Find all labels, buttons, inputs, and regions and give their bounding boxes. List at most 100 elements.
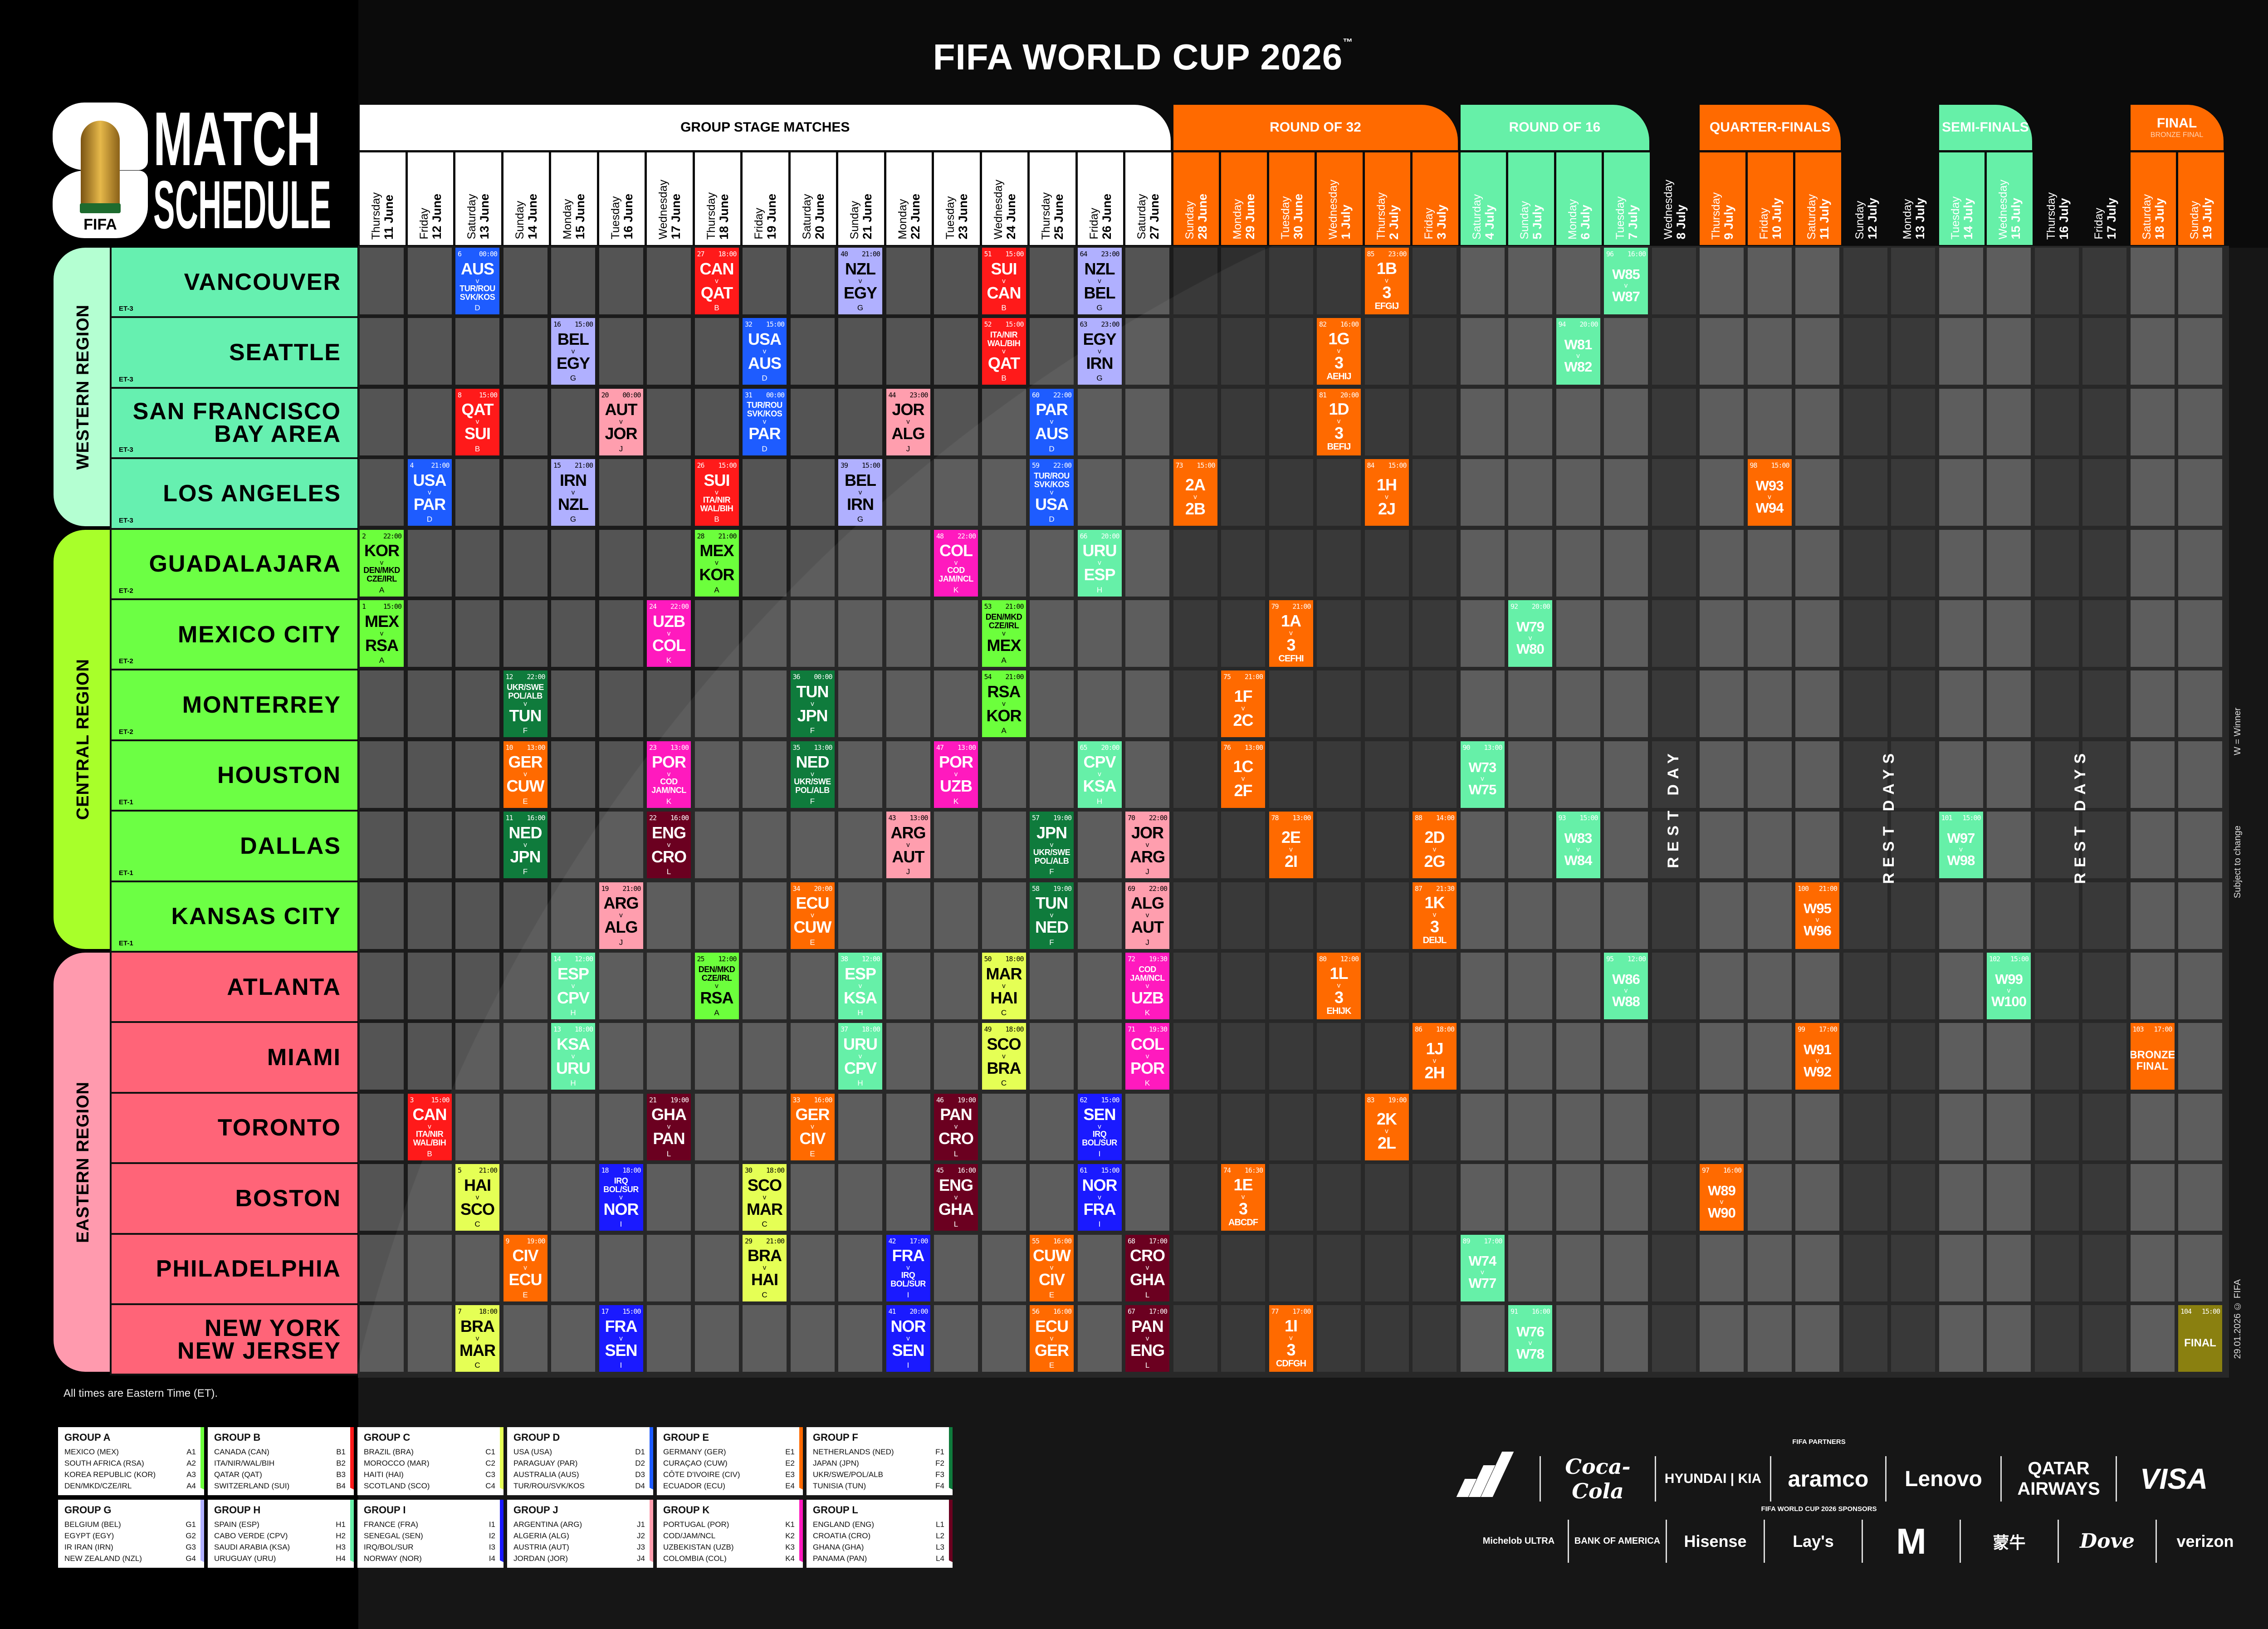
match-card[interactable]: 69 22:00 ALG v AUT J	[1125, 882, 1169, 949]
match-card[interactable]: 1 15:00 MEX v RSA A	[360, 600, 404, 667]
match-card[interactable]: 49 18:00 SCO v BRA C	[982, 1023, 1026, 1090]
match-card[interactable]: 85 23:00 1B v 3 EFGIJ	[1364, 248, 1409, 314]
match-card[interactable]: 20 00:00 AUT v JOR J	[599, 388, 643, 455]
match-card[interactable]: 97 16:00 W89 v W90	[1700, 1164, 1744, 1231]
match-card[interactable]: 38 12:00 ESP v KSA H	[838, 953, 882, 1019]
match-card[interactable]: 61 15:00 NOR v FRA I	[1077, 1164, 1122, 1231]
match-card[interactable]: 101 15:00 W97 v W98	[1939, 812, 1983, 879]
match-card[interactable]: 88 14:00 2D v 2G	[1413, 812, 1457, 879]
match-card[interactable]: 77 17:00 1I v 3 CDFGH	[1269, 1305, 1313, 1372]
match-card[interactable]: 11 16:00 NED v JPN F	[503, 812, 547, 879]
match-card[interactable]: 56 16:00 ECU v GER E	[1030, 1305, 1074, 1372]
match-card[interactable]: 15 21:00 IRN v NZL G	[551, 459, 595, 526]
match-card[interactable]: 63 23:00 EGY v IRN G	[1077, 318, 1122, 385]
match-card[interactable]: 82 16:00 1G v 3 AEHIJ	[1317, 318, 1361, 385]
match-card[interactable]: 31 00:00 TUR/ROU SVK/KOS v PAR D	[743, 388, 787, 455]
match-card[interactable]: 98 15:00 W93 v W94	[1747, 459, 1792, 526]
match-card[interactable]: 50 18:00 MAR v HAI C	[982, 953, 1026, 1019]
match-card[interactable]: 26 15:00 SUI v ITA/NIR WAL/BIH B	[694, 459, 739, 526]
match-card[interactable]: 54 21:00 RSA v KOR A	[982, 670, 1026, 738]
match-card[interactable]: 10 13:00 GER v CUW E	[503, 741, 547, 808]
match-card[interactable]: 16 15:00 BEL v EGY G	[551, 318, 595, 385]
match-card[interactable]: 90 13:00 W73 v W75	[1460, 741, 1505, 808]
match-card[interactable]: 6 00:00 AUS v TUR/ROU SVK/KOS D	[455, 248, 499, 314]
match-card[interactable]: 67 17:00 PAN v ENG L	[1125, 1305, 1169, 1372]
match-card[interactable]: 47 13:00 POR v UZB K	[934, 741, 978, 808]
match-card[interactable]: 60 22:00 PAR v AUS D	[1030, 388, 1074, 455]
match-card[interactable]: 44 23:00 JOR v ALG J	[886, 388, 930, 455]
match-card[interactable]: 37 18:00 URU v CPV H	[838, 1023, 882, 1090]
match-card[interactable]: 28 21:00 MEX v KOR A	[694, 529, 739, 597]
match-card[interactable]: 4 21:00 USA v PAR D	[407, 459, 452, 526]
match-card[interactable]: 8 15:00 QAT v SUI B	[455, 388, 499, 455]
match-card[interactable]: 7 18:00 BRA v MAR C	[455, 1305, 499, 1372]
match-card[interactable]: 70 22:00 JOR v ARG J	[1125, 812, 1169, 879]
match-card[interactable]: 48 22:00 COL v COD JAM/NCL K	[934, 529, 978, 597]
match-card[interactable]: 45 16:00 ENG v GHA L	[934, 1164, 978, 1231]
match-card[interactable]: 40 21:00 NZL v EGY G	[838, 248, 882, 314]
match-card[interactable]: 32 15:00 USA v AUS D	[743, 318, 787, 385]
match-card[interactable]: 92 20:00 W79 v W80	[1508, 600, 1552, 667]
match-card[interactable]: 19 21:00 ARG v ALG J	[599, 882, 643, 949]
match-card[interactable]: 24 22:00 UZB v COL K	[647, 600, 691, 667]
match-card[interactable]: 68 17:00 CRO v GHA L	[1125, 1234, 1169, 1301]
match-card[interactable]: 53 21:00 DEN/MKD CZE/IRL v MEX A	[982, 600, 1026, 667]
match-card[interactable]: 104 15:00 FINAL	[2178, 1305, 2222, 1372]
match-card[interactable]: 12 22:00 UKR/SWE POL/ALB v TUN F	[503, 670, 547, 738]
match-card[interactable]: 33 16:00 GER v CIV E	[790, 1093, 835, 1160]
match-card[interactable]: 93 15:00 W83 v W84	[1556, 812, 1600, 879]
match-card[interactable]: 35 13:00 NED v UKR/SWE POL/ALB F	[790, 741, 835, 808]
match-card[interactable]: 86 18:00 1J v 2H	[1413, 1023, 1457, 1090]
match-card[interactable]: 72 19:30 COD JAM/NCL v UZB K	[1125, 953, 1169, 1019]
match-card[interactable]: 18 18:00 IRQ BOL/SUR v NOR I	[599, 1164, 643, 1231]
match-card[interactable]: 52 15:00 ITA/NIR WAL/BIH v QAT B	[982, 318, 1026, 385]
match-card[interactable]: 25 12:00 DEN/MKD CZE/IRL v RSA A	[694, 953, 739, 1019]
match-card[interactable]: 42 17:00 FRA v IRQ BOL/SUR I	[886, 1234, 930, 1301]
match-card[interactable]: 80 12:00 1L v 3 EHIJK	[1317, 953, 1361, 1019]
match-card[interactable]: 99 17:00 W91 v W92	[1795, 1023, 1839, 1090]
match-card[interactable]: 65 20:00 CPV v KSA H	[1077, 741, 1122, 808]
match-card[interactable]: 66 20:00 URU v ESP H	[1077, 529, 1122, 597]
match-card[interactable]: 46 19:00 PAN v CRO L	[934, 1093, 978, 1160]
match-card[interactable]: 102 15:00 W99 v W100	[1987, 953, 2031, 1019]
match-card[interactable]: 27 18:00 CAN v QAT B	[694, 248, 739, 314]
match-card[interactable]: 21 19:00 GHA v PAN L	[647, 1093, 691, 1160]
match-card[interactable]: 71 19:30 COL v POR K	[1125, 1023, 1169, 1090]
match-card[interactable]: 23 13:00 POR v COD JAM/NCL K	[647, 741, 691, 808]
match-card[interactable]: 29 21:00 BRA v HAI C	[743, 1234, 787, 1301]
match-card[interactable]: 62 15:00 SEN v IRQ BOL/SUR I	[1077, 1093, 1122, 1160]
match-card[interactable]: 100 21:00 W95 v W96	[1795, 882, 1839, 949]
match-card[interactable]: 3 15:00 CAN v ITA/NIR WAL/BIH B	[407, 1093, 452, 1160]
match-card[interactable]: 59 22:00 TUR/ROU SVK/KOS v USA D	[1030, 459, 1074, 526]
match-card[interactable]: 13 18:00 KSA v URU H	[551, 1023, 595, 1090]
match-card[interactable]: 64 23:00 NZL v BEL G	[1077, 248, 1122, 314]
match-card[interactable]: 9 19:00 CIV v ECU E	[503, 1234, 547, 1301]
match-card[interactable]: 73 15:00 2A v 2B	[1173, 459, 1217, 526]
match-card[interactable]: 87 21:30 1K v 3 DEIJL	[1413, 882, 1457, 949]
match-card[interactable]: 81 20:00 1D v 3 BEFIJ	[1317, 388, 1361, 455]
match-card[interactable]: 39 15:00 BEL v IRN G	[838, 459, 882, 526]
match-card[interactable]: 96 16:00 W85 v W87	[1604, 248, 1648, 314]
match-card[interactable]: 79 21:00 1A v 3 CEFHI	[1269, 600, 1313, 667]
match-card[interactable]: 17 15:00 FRA v SEN I	[599, 1305, 643, 1372]
match-card[interactable]: 74 16:30 1E v 3 ABCDF	[1221, 1164, 1265, 1231]
match-card[interactable]: 34 20:00 ECU v CUW E	[790, 882, 835, 949]
match-card[interactable]: 5 21:00 HAI v SCO C	[455, 1164, 499, 1231]
match-card[interactable]: 91 16:00 W76 v W78	[1508, 1305, 1552, 1372]
match-card[interactable]: 43 13:00 ARG v AUT J	[886, 812, 930, 879]
match-card[interactable]: 75 21:00 1F v 2C	[1221, 670, 1265, 738]
match-card[interactable]: 14 12:00 ESP v CPV H	[551, 953, 595, 1019]
match-card[interactable]: 36 00:00 TUN v JPN F	[790, 670, 835, 738]
match-card[interactable]: 51 15:00 SUI v CAN B	[982, 248, 1026, 314]
match-card[interactable]: 55 16:00 CUW v CIV E	[1030, 1234, 1074, 1301]
match-card[interactable]: 41 20:00 NOR v SEN I	[886, 1305, 930, 1372]
match-card[interactable]: 83 19:00 2K v 2L	[1364, 1093, 1409, 1160]
match-card[interactable]: 103 17:00 BRONZE FINAL	[2130, 1023, 2175, 1090]
match-card[interactable]: 2 22:00 KOR v DEN/MKD CZE/IRL A	[360, 529, 404, 597]
match-card[interactable]: 95 12:00 W86 v W88	[1604, 953, 1648, 1019]
match-card[interactable]: 58 19:00 TUN v NED F	[1030, 882, 1074, 949]
match-card[interactable]: 30 18:00 SCO v MAR C	[743, 1164, 787, 1231]
match-card[interactable]: 94 20:00 W81 v W82	[1556, 318, 1600, 385]
match-card[interactable]: 22 16:00 ENG v CRO L	[647, 812, 691, 879]
match-card[interactable]: 84 15:00 1H v 2J	[1364, 459, 1409, 526]
